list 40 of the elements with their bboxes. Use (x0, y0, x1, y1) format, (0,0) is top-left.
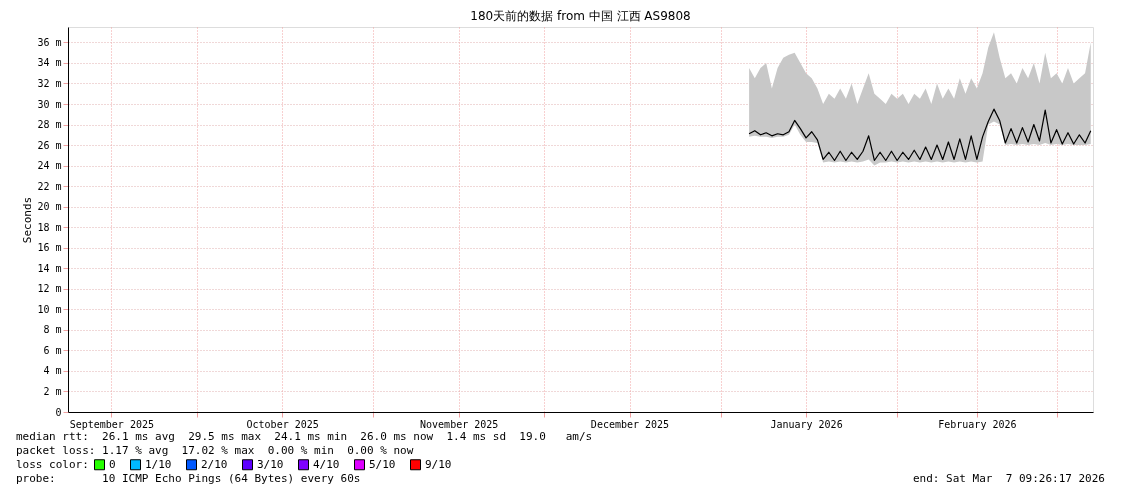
y-tick-label: 24 m (37, 160, 62, 172)
chart-title: 180天前的数据 from 中国 江西 AS9808 (470, 9, 691, 23)
y-tick-label: 26 m (37, 139, 62, 151)
y-tick-label: 0 (55, 406, 62, 418)
y-tick-label: 10 m (37, 303, 62, 315)
y-tick-label: 18 m (37, 221, 62, 233)
y-tick-label: 36 m (37, 36, 62, 48)
legend-title: loss color: (16, 458, 89, 471)
y-tick-label: 2 m (43, 385, 62, 397)
y-tick-label: 6 m (43, 344, 62, 356)
legend-label: 2/10 (201, 457, 228, 471)
y-tick-label: 34 m (37, 57, 62, 69)
text: median rtt: 26.1 ms avg 29.5 ms max 24.1 ms min 26.0 ms now 1.4 ms sd 19.0 am/s (16, 430, 593, 443)
legend-label: 3/10 (257, 457, 284, 471)
y-tick-label: 12 m (37, 283, 62, 295)
y-tick-label: 20 m (37, 201, 62, 213)
line-series (748, 108, 1092, 162)
legend-label: 0 (109, 457, 116, 471)
x-tick-label: February 2026 (938, 418, 1017, 430)
x-tick-label: December 2025 (590, 418, 670, 430)
y-tick-label: 8 m (43, 324, 62, 336)
y-tick-label: 14 m (37, 262, 62, 274)
x-tick-label: November 2025 (420, 418, 499, 430)
legend-label: 4/10 (313, 457, 340, 471)
text: probe: 10 ICMP Echo Pings (64 Bytes) every 60s (16, 472, 361, 485)
legend-label: 1/10 (145, 457, 172, 471)
x-tick-label: October 2025 (246, 418, 319, 430)
text: end: Sat Mar 7 09:26:17 2026 (912, 472, 1105, 485)
y-axis-title: Seconds (21, 196, 35, 244)
y-tick-label: 16 m (37, 242, 62, 254)
legend-label: 9/10 (425, 457, 452, 471)
y-tick-label: 28 m (37, 119, 62, 131)
text: packet loss: 1.17 % avg 17.02 % max 0.00 % min 0.00 % now (16, 444, 414, 457)
y-tick-label: 32 m (37, 77, 62, 89)
y-tick-label: 4 m (43, 365, 62, 377)
legend-label: 5/10 (369, 457, 396, 471)
x-tick-label: September 2025 (69, 418, 154, 430)
x-tick-label: January 2026 (770, 418, 843, 430)
y-tick-label: 22 m (37, 180, 62, 192)
y-tick-label: 30 m (37, 98, 62, 110)
